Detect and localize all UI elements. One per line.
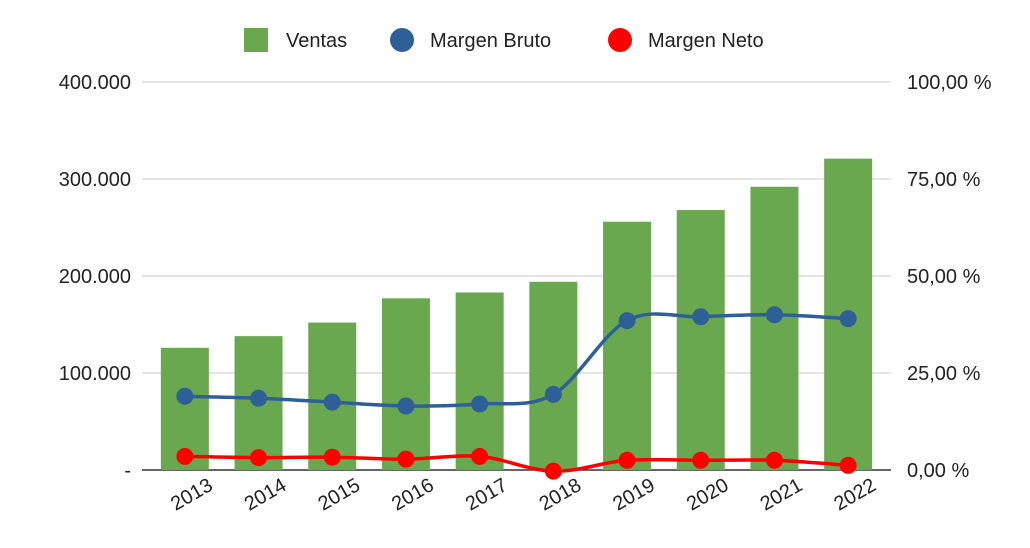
point-margen-neto-2016 [397,450,415,468]
left-tick-label: 300.000 [59,169,131,191]
point-margen-neto-2014 [250,449,268,467]
legend-label-ventas: Ventas [286,30,347,52]
point-margen-bruto-2022 [839,310,857,328]
point-margen-neto-2020 [692,451,710,469]
point-margen-neto-2018 [544,462,562,480]
x-tick-label: 2019 [609,474,659,515]
left-tick-label: - [124,460,131,482]
point-margen-bruto-2020 [692,308,710,326]
legend-swatch-margen-neto [608,28,632,52]
legend-swatch-ventas [244,28,268,52]
bar-ventas-2020 [676,210,725,471]
point-margen-bruto-2013 [176,387,194,405]
point-margen-neto-2019 [618,451,636,469]
x-tick-label: 2021 [757,474,807,515]
left-tick-label: 200.000 [59,266,131,288]
point-margen-bruto-2019 [618,312,636,330]
bar-ventas-2017 [455,292,504,470]
x-tick-label: 2022 [830,474,880,515]
point-margen-bruto-2018 [544,385,562,403]
line-series [176,306,857,480]
point-margen-bruto-2021 [765,306,783,324]
bar-ventas-2019 [603,221,652,470]
point-margen-bruto-2015 [323,393,341,411]
legend-label-margen-neto: Margen Neto [648,30,764,52]
x-tick-label: 2020 [683,474,733,515]
point-margen-neto-2021 [765,451,783,469]
x-tick-label: 2016 [388,474,438,515]
x-tick-label: 2017 [462,474,512,515]
legend-swatch-margen-bruto [390,28,414,52]
left-tick-label: 100.000 [59,363,131,385]
x-tick-label: 2013 [167,474,217,515]
point-margen-bruto-2014 [250,389,268,407]
left-tick-label: 400.000 [59,72,131,94]
right-tick-label: 25,00 % [907,363,981,385]
point-margen-neto-2015 [323,448,341,466]
bar-ventas-2016 [381,298,430,470]
line-margen-bruto [183,312,850,408]
x-axis: 2013 2014 2015 2016 2017 2018 2019 2020 2021 2022 [167,474,880,515]
right-tick-label: 50,00 % [907,266,981,288]
right-axis: 0,00 % 25,00 % 50,00 % 75,00 % 100,00 % [907,72,992,482]
right-tick-label: 75,00 % [907,169,981,191]
right-tick-label: 0,00 % [907,460,969,482]
point-margen-bruto-2016 [397,397,415,415]
bar-ventas-2021 [750,186,799,470]
point-margen-neto-2017 [471,447,489,465]
x-tick-label: 2015 [314,474,364,515]
x-tick-label: 2018 [536,474,586,515]
legend: Ventas Margen Bruto Margen Neto [244,28,764,52]
x-tick-label: 2014 [241,474,291,515]
bar-ventas-2018 [529,281,578,470]
right-tick-label: 100,00 % [907,72,992,94]
point-margen-neto-2013 [176,447,194,465]
line-margen-neto [183,454,850,473]
left-axis: - 100.000 200.000 300.000 400.000 [59,72,131,482]
legend-label-margen-bruto: Margen Bruto [430,30,551,52]
point-margen-bruto-2017 [471,395,489,413]
point-margen-neto-2022 [839,456,857,474]
